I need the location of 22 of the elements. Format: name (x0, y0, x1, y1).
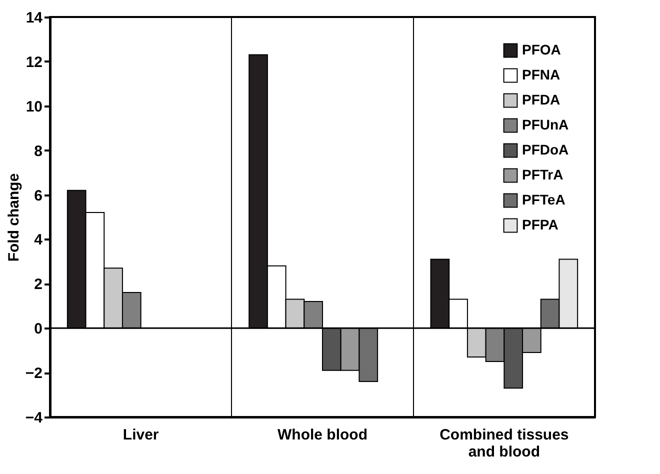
legend-label: PFUnA (522, 116, 569, 132)
y-tick-label: 0 (34, 320, 42, 338)
x-tick-label: Liver (122, 426, 159, 444)
x-tick-label: Combined tissues and blood (440, 426, 569, 460)
legend-label: PFOA (522, 42, 561, 58)
y-axis-title: Fold change (5, 173, 22, 262)
legend-label: PFTrA (522, 166, 564, 182)
y-tick-label: −4 (25, 410, 44, 426)
legend-label: PFPA (522, 216, 558, 232)
x-tick-label: Whole blood (278, 426, 368, 444)
y-tick-label: 2 (34, 276, 42, 294)
y-tick-label: 6 (34, 187, 42, 204)
legend-label: PFNA (522, 66, 560, 82)
y-tick-label: 4 (34, 232, 44, 249)
y-tick-label: 10 (26, 98, 42, 116)
y-tick-label: 8 (34, 142, 42, 160)
legend-label: PFDA (522, 92, 560, 108)
y-tick-label: −2 (25, 365, 42, 382)
y-tick-label: 12 (26, 54, 42, 71)
legend-label: PFDoA (522, 142, 569, 158)
y-tick-label: 14 (26, 10, 44, 26)
legend-label: PFTeA (522, 192, 566, 208)
